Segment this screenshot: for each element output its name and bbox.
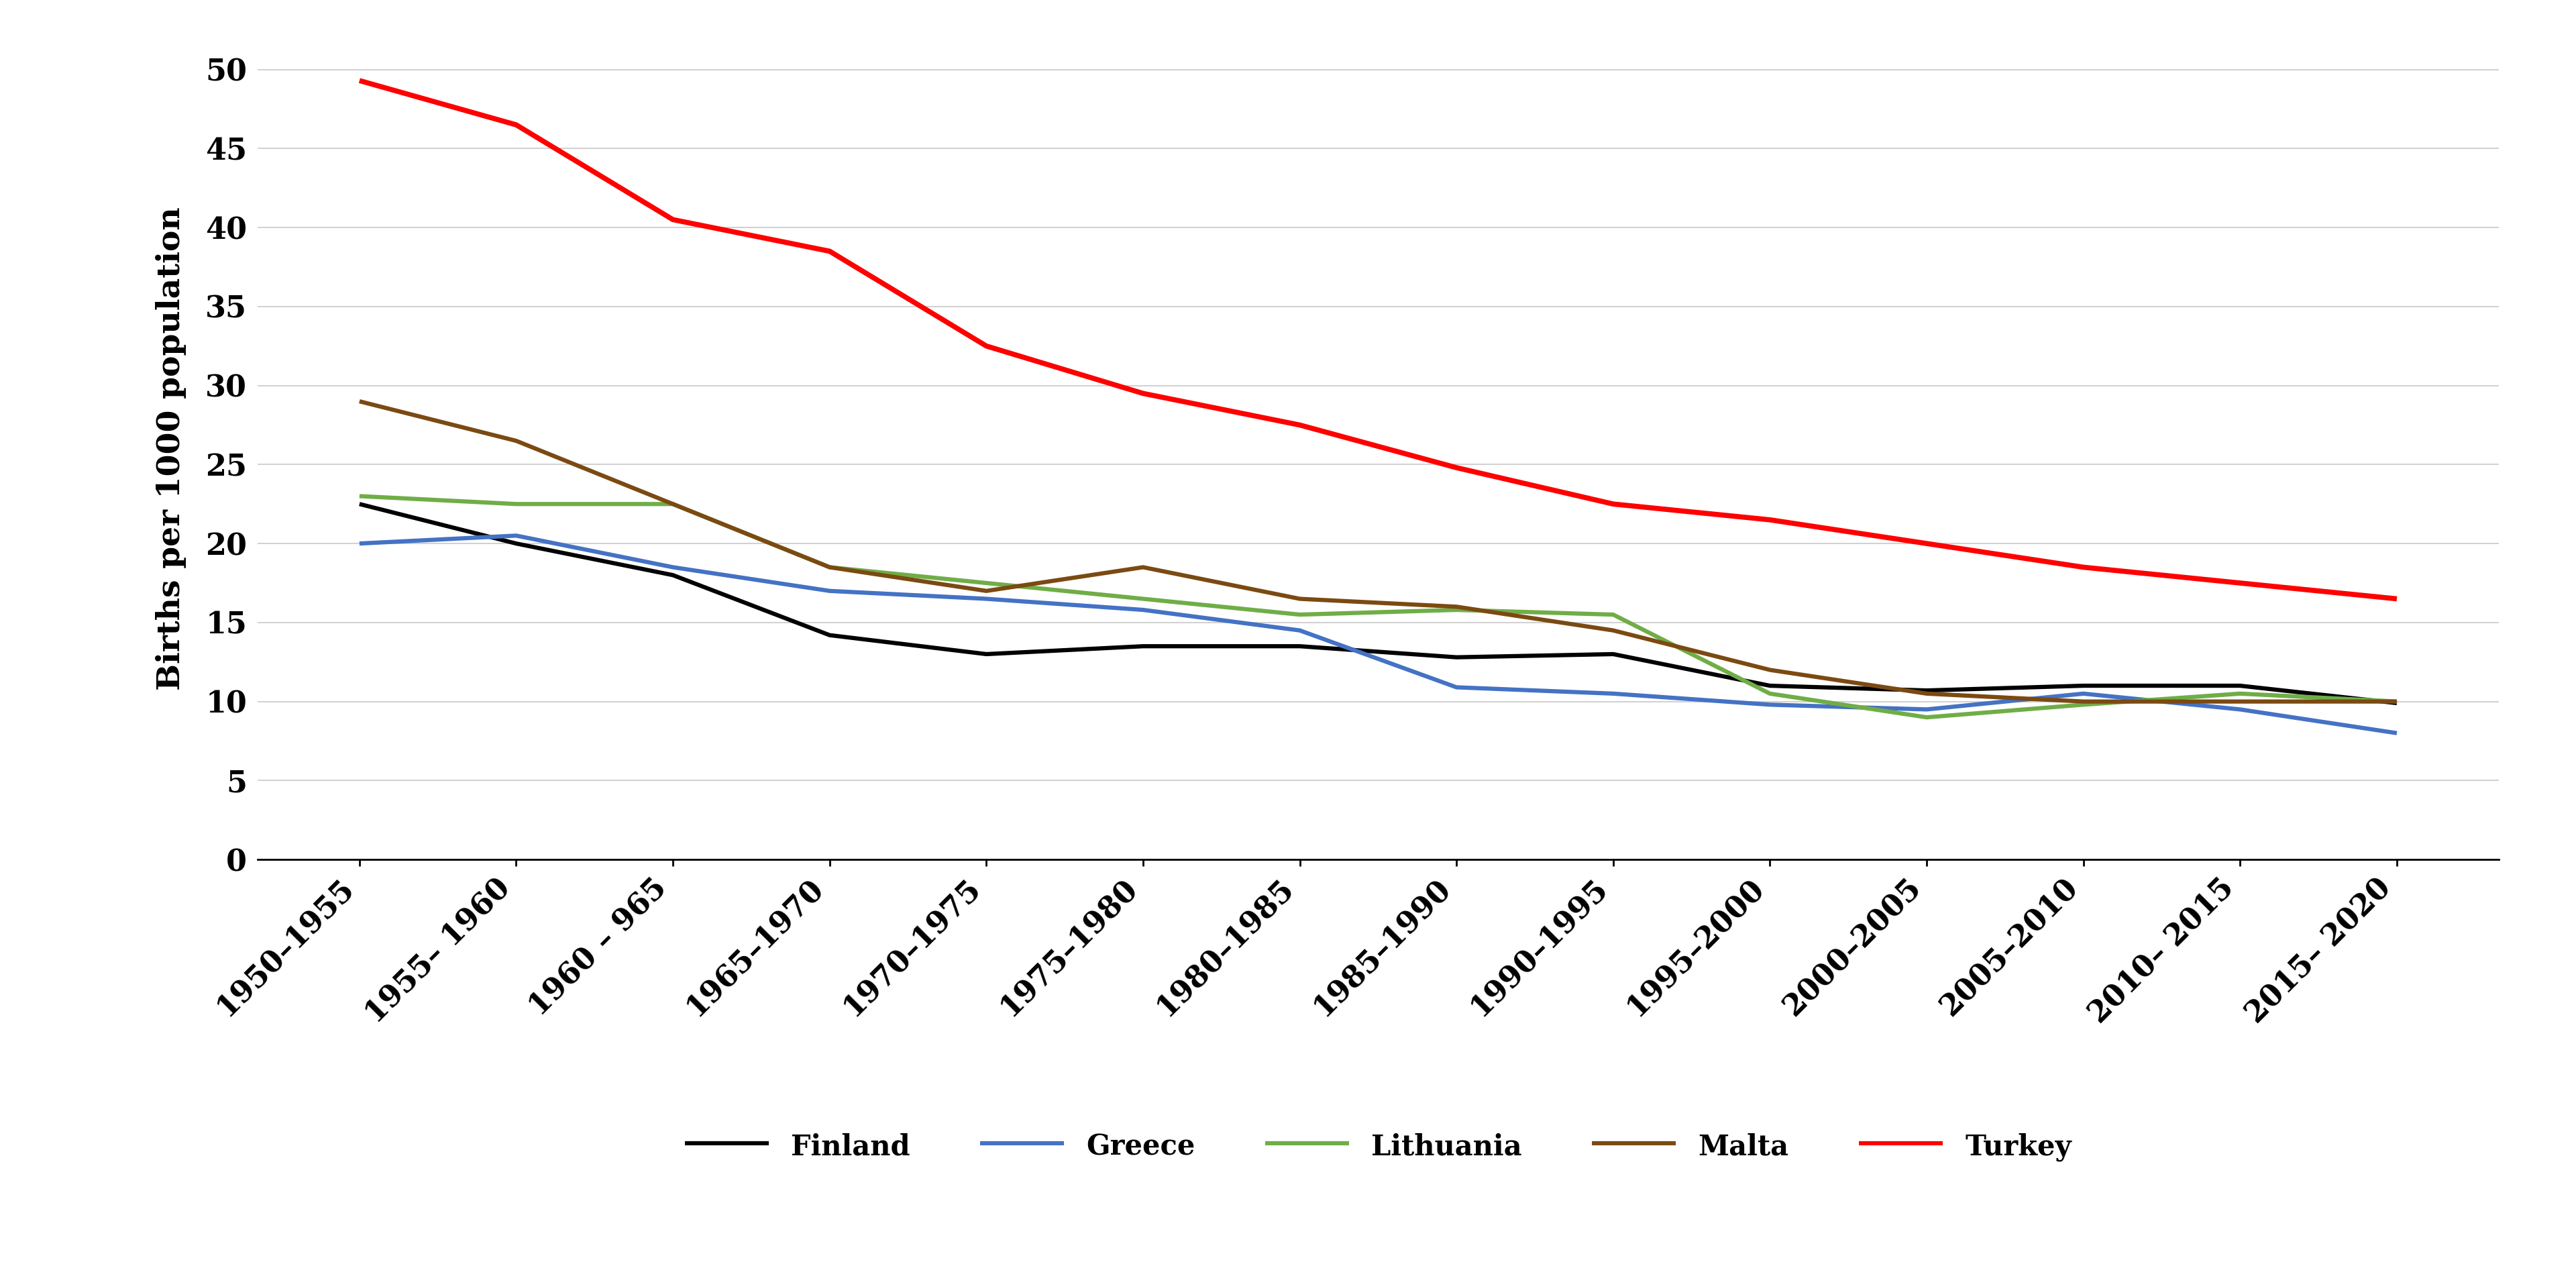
Turkey — [1285, 417, 1316, 432]
Malta — [1754, 662, 1785, 678]
Malta — [657, 497, 688, 512]
Turkey — [500, 118, 531, 133]
Turkey — [971, 339, 1002, 354]
Greece — [1285, 623, 1316, 638]
Malta — [2226, 694, 2257, 709]
Turkey — [814, 244, 845, 259]
Finland — [345, 497, 376, 512]
Finland — [971, 646, 1002, 661]
Turkey — [1911, 536, 1942, 551]
Lithuania — [1285, 607, 1316, 622]
Finland — [1440, 650, 1471, 665]
Line: Lithuania: Lithuania — [361, 495, 2396, 717]
Legend: Finland, Greece, Lithuania, Malta, Turkey: Finland, Greece, Lithuania, Malta, Turke… — [675, 1120, 2081, 1173]
Finland — [1285, 638, 1316, 653]
Lithuania — [1128, 592, 1159, 607]
Greece — [1754, 698, 1785, 713]
Lithuania — [345, 488, 376, 503]
Y-axis label: Births per 1000 population: Births per 1000 population — [155, 207, 185, 690]
Turkey — [2380, 592, 2411, 607]
Greece — [2226, 702, 2257, 717]
Malta — [2069, 694, 2099, 709]
Greece — [500, 528, 531, 544]
Greece — [1911, 702, 1942, 717]
Finland — [1754, 678, 1785, 693]
Malta — [1911, 686, 1942, 702]
Lithuania — [1597, 607, 1628, 622]
Lithuania — [2380, 694, 2411, 709]
Malta — [1597, 623, 1628, 638]
Malta — [2380, 694, 2411, 709]
Finland — [814, 627, 845, 642]
Turkey — [1597, 497, 1628, 512]
Lithuania — [1754, 686, 1785, 702]
Greece — [1440, 680, 1471, 695]
Finland — [500, 536, 531, 551]
Finland — [2226, 678, 2257, 693]
Greece — [345, 536, 376, 551]
Turkey — [1754, 512, 1785, 527]
Greece — [657, 560, 688, 575]
Finland — [1128, 638, 1159, 653]
Finland — [2380, 695, 2411, 710]
Greece — [2069, 686, 2099, 702]
Line: Malta: Malta — [361, 401, 2396, 702]
Lithuania — [657, 497, 688, 512]
Lithuania — [2069, 698, 2099, 713]
Turkey — [345, 73, 376, 88]
Lithuania — [500, 497, 531, 512]
Greece — [2380, 726, 2411, 741]
Finland — [2069, 678, 2099, 693]
Malta — [814, 560, 845, 575]
Greece — [1597, 686, 1628, 702]
Malta — [1128, 560, 1159, 575]
Lithuania — [2226, 686, 2257, 702]
Line: Finland: Finland — [361, 504, 2396, 703]
Malta — [500, 434, 531, 449]
Lithuania — [814, 560, 845, 575]
Finland — [657, 568, 688, 583]
Turkey — [1440, 460, 1471, 475]
Greece — [971, 592, 1002, 607]
Greece — [814, 583, 845, 598]
Finland — [1911, 683, 1942, 698]
Malta — [345, 393, 376, 408]
Lithuania — [971, 575, 1002, 590]
Malta — [971, 583, 1002, 598]
Turkey — [2226, 575, 2257, 590]
Lithuania — [1440, 602, 1471, 617]
Finland — [1597, 646, 1628, 661]
Malta — [1440, 599, 1471, 614]
Malta — [1285, 592, 1316, 607]
Line: Greece: Greece — [361, 536, 2396, 733]
Line: Turkey: Turkey — [361, 81, 2396, 599]
Turkey — [1128, 386, 1159, 401]
Lithuania — [1911, 709, 1942, 724]
Turkey — [2069, 560, 2099, 575]
Greece — [1128, 602, 1159, 617]
Turkey — [657, 212, 688, 228]
